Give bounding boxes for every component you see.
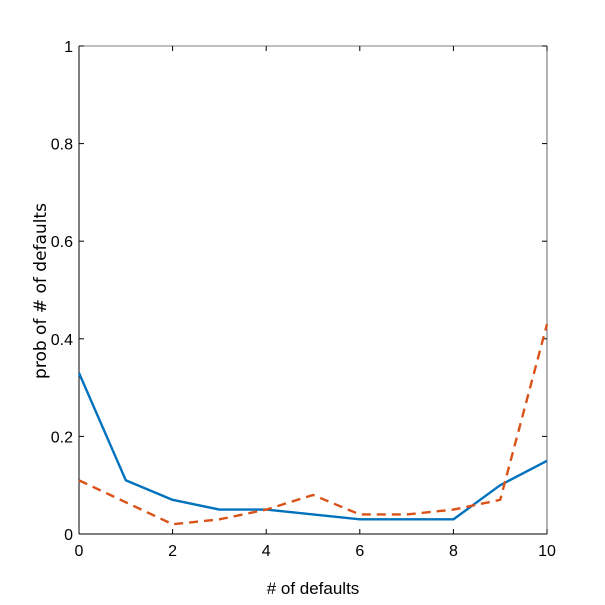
y-tick-label: 1 <box>64 39 73 56</box>
x-tick-label: 2 <box>168 543 177 560</box>
axes-box <box>78 45 548 535</box>
series-solid-line <box>77 372 548 521</box>
x-tick-label: 10 <box>538 543 556 560</box>
y-axis-label: prob of # of defaults <box>31 203 51 379</box>
y-tick-label: 0.8 <box>51 137 73 154</box>
x-axis-label: # of defaults <box>267 579 360 598</box>
x-axis-ticks: 0 2 4 6 8 10 <box>75 46 556 560</box>
x-tick-label: 4 <box>262 543 271 560</box>
series-dashed-line <box>78 323 549 526</box>
y-axis-ticks: 0 0.2 0.4 0.6 0.8 1 <box>51 39 547 544</box>
y-tick-label: 0.2 <box>51 429 73 446</box>
series-layer <box>77 323 549 526</box>
y-tick-label: 0.4 <box>51 332 73 349</box>
y-tick-label: 0.6 <box>51 234 73 251</box>
x-tick-label: 0 <box>75 543 84 560</box>
x-tick-label: 8 <box>449 543 458 560</box>
y-tick-label: 0 <box>64 527 73 544</box>
x-tick-label: 6 <box>355 543 364 560</box>
